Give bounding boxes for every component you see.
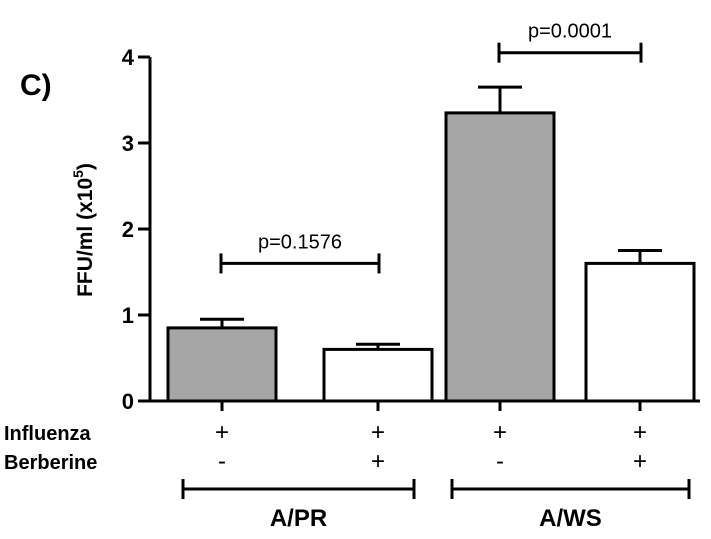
factor-label: Influenza [4,423,92,445]
p-value-label: p=0.1576 [258,231,342,253]
factor-value: + [371,448,385,475]
factor-value: - [496,448,504,475]
x-axis-ticks [220,401,642,411]
panel-label: C) [20,69,52,102]
bar [166,326,278,403]
group-brackets: A/PR A/WS [181,479,691,532]
y-tick-label: 0 [122,389,134,414]
y-tick-label: 1 [122,303,134,328]
y-axis-label-exponent: 5 [70,170,86,178]
bar [322,347,434,403]
y-tick-label: 2 [122,217,134,242]
group-label: A/WS [539,505,602,532]
y-axis-label-main: FFU/ml (x10 [74,178,97,297]
y-axis-label-close: ) [74,163,97,170]
y-tick-label: 3 [122,131,134,156]
factor-value: + [633,448,647,475]
factor-value: + [633,419,647,446]
factor-value: + [493,419,507,446]
factor-value: + [215,419,229,446]
factor-label: Berberine [4,452,97,474]
group-label: A/PR [270,505,327,532]
factor-value: + [371,419,385,446]
svg-text:FFU/ml (x105): FFU/ml (x105) [70,163,97,297]
significance-comparisons: p=0.1576 p=0.0001 [219,21,643,274]
y-axis-label: FFU/ml (x105) [70,163,97,297]
bars [166,85,696,403]
y-tick-label: 4 [122,45,135,70]
bar [444,111,556,403]
y-axis-ticks: 0 1 2 3 4 [122,45,150,414]
factor-value: - [218,448,226,475]
condition-table: Influenza + + + +Berberine - + - + [4,419,647,475]
p-value-label: p=0.0001 [528,21,612,43]
bar [584,261,696,403]
